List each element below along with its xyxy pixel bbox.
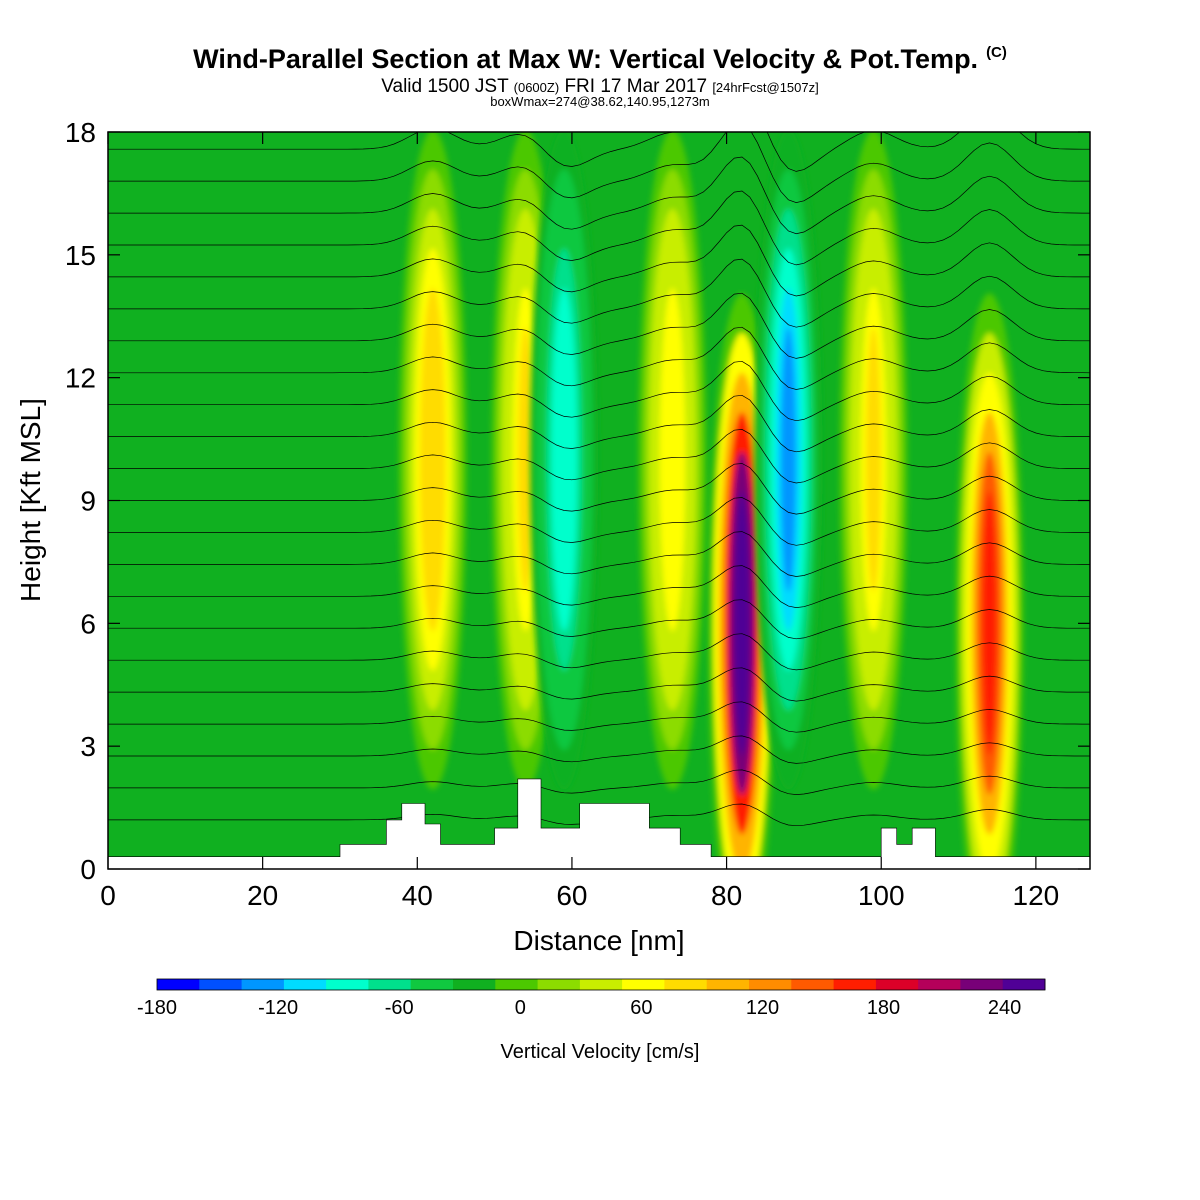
y-tick-label: 12 [65,363,96,394]
theta-contour-line [108,565,1090,608]
colorbar-swatch [960,979,1004,990]
plume-level [982,491,997,756]
colorbar-tick-label: -180 [137,997,177,1019]
theta-contour-line [108,360,1090,422]
colorbar-swatch [791,979,835,990]
x-tick-label: 40 [402,880,433,911]
theta-contour-line [108,531,1090,577]
colorbar-swatch [199,979,243,990]
theta-contours [108,132,1090,827]
colorbar-swatch [495,979,539,990]
colorbar-swatch [410,979,454,990]
theta-contour-line [108,429,1090,484]
y-tick-label: 3 [80,731,96,762]
chart-subtitle: Valid 1500 JST (0600Z) FRI 17 Mar 2017 [… [381,76,819,97]
theta-contour-line [108,326,1090,390]
colorbar-swatch [918,979,961,990]
x-tick-label: 100 [858,880,905,911]
theta-contour-line [108,463,1090,515]
colorbar-swatch [664,979,708,990]
theta-contour-line [108,394,1090,453]
colorbar-swatch [833,979,877,990]
x-axis-title: Distance [nm] [513,925,684,956]
theta-contour-line [108,497,1090,546]
theta-contour-line [108,769,1090,795]
plume-level [734,491,750,756]
theta-contour-line [108,132,1090,172]
vertical-velocity-plume [638,132,707,790]
plume-level [866,327,881,592]
x-tick-label: 80 [711,880,742,911]
colorbar-swatch [241,979,285,990]
colorbar-swatch [453,979,496,990]
y-tick-label: 0 [80,854,96,885]
colorbar-tick-label: 240 [988,997,1021,1019]
plot-area [108,132,1090,869]
theta-contour-line [108,224,1090,297]
chart-title: Wind-Parallel Section at Max W: Vertical… [193,44,1007,74]
colorbar-swatch [875,979,919,990]
y-axis-title: Height [Kft MSL] [15,398,46,602]
plume-level [665,327,680,592]
x-axis: 0 20 40 60 80 100 120 [100,132,1059,911]
vertical-velocity-plume [398,132,467,790]
colorbar-tick-label: 180 [867,997,900,1019]
theta-contour-line [108,258,1090,328]
colorbar-swatch [326,979,369,990]
copyright-mark: (C) [986,44,1007,61]
colorbar-frame [156,978,1046,991]
x-tick-label: 120 [1013,880,1060,911]
colorbar-tick-label: -60 [385,997,414,1019]
terrain [108,778,1090,869]
colorbar-swatch [1002,979,1046,990]
vertical-velocity-plume [530,132,599,790]
colorbar-tick-label: 0 [515,997,526,1019]
x-tick-label: 20 [247,880,278,911]
theta-contour-line [108,701,1090,733]
theta-contour-line [108,132,1090,203]
vertical-velocity-plume [754,132,823,790]
plume-level [556,327,572,592]
colorbar-swatch [283,979,327,990]
y-tick-label: 9 [80,486,96,517]
velocity-field [398,132,1024,869]
vertical-velocity-plume [955,293,1024,869]
colorbar-swatch [368,979,412,990]
box-info: boxWmax=274@38.62,140.95,1273m [490,94,710,109]
y-tick-label: 15 [65,240,96,271]
theta-contour-line [108,599,1090,640]
plume-level [780,327,796,592]
colorbar-title: Vertical Velocity [cm/s] [501,1041,700,1063]
theta-contour-line [108,156,1090,235]
theta-contour-line [108,667,1090,702]
theta-contour-line [108,292,1090,359]
colorbar-swatch [749,979,792,990]
theta-contour-line [108,735,1090,764]
colorbar-swatch [622,979,665,990]
y-tick-label: 6 [80,608,96,639]
vertical-velocity-plume [839,132,908,790]
y-axis: 0 3 6 9 12 15 18 [65,117,1090,885]
theta-contour-line [108,633,1090,671]
colorbar: -180 -120 -60 0 60 120 180 240 [137,978,1046,1019]
colorbar-swatch [537,979,581,990]
x-tick-label: 60 [556,880,587,911]
colorbar-tick-label: 120 [746,997,779,1019]
vertical-velocity-plume [708,293,776,869]
y-tick-label: 18 [65,117,96,148]
colorbar-swatch [157,979,200,990]
theta-contour-line [108,190,1090,266]
colorbar-tick-label: -120 [258,997,298,1019]
colorbar-swatch [706,979,750,990]
colorbar-tick-label: 60 [630,997,652,1019]
colorbar-swatch [579,979,623,990]
x-tick-label: 0 [100,880,116,911]
plume-level [425,327,441,592]
